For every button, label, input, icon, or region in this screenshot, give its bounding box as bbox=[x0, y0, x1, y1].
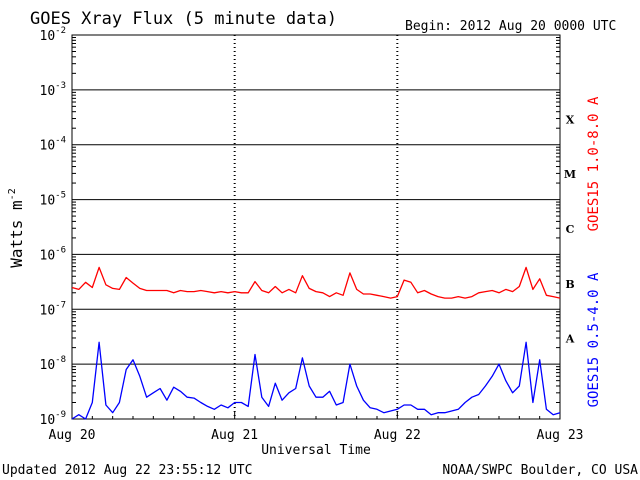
legend: GOES15 1.0-8.0 A GOES15 0.5-4.0 A bbox=[586, 96, 602, 407]
x-axis-label: Universal Time bbox=[261, 443, 371, 458]
y-tick-label: 10-7 bbox=[40, 300, 67, 318]
y-tick-label: 10-3 bbox=[40, 81, 67, 99]
flare-class-label: C bbox=[566, 223, 575, 236]
y-tick-label-base: 10 bbox=[40, 358, 56, 373]
updated-label: Updated 2012 Aug 22 23:55:12 UTC bbox=[2, 463, 252, 478]
x-tick-label: Aug 21 bbox=[211, 428, 258, 443]
x-tick-label: Aug 20 bbox=[49, 428, 96, 443]
credit-label: NOAA/SWPC Boulder, CO USA bbox=[442, 463, 638, 478]
legend-series-short: GOES15 0.5-4.0 A bbox=[586, 272, 602, 407]
series-line-1 bbox=[71, 341, 561, 420]
y-tick-label: 10-9 bbox=[40, 410, 67, 428]
y-tick-label-base: 10 bbox=[40, 413, 56, 428]
y-axis-label-base: Watts m bbox=[7, 200, 26, 267]
x-tick-label: Aug 22 bbox=[374, 428, 421, 443]
y-tick-label-base: 10 bbox=[40, 139, 56, 154]
y-tick-label-exp: -4 bbox=[55, 136, 66, 146]
flare-class-label: A bbox=[565, 333, 575, 346]
legend-series-long: GOES15 1.0-8.0 A bbox=[586, 96, 602, 231]
y-tick-label-base: 10 bbox=[40, 84, 56, 99]
y-tick-label-base: 10 bbox=[40, 29, 56, 44]
y-tick-label: 10-2 bbox=[40, 26, 67, 44]
begin-label: Begin: 2012 Aug 20 0000 UTC bbox=[405, 19, 616, 34]
y-axis-label: Watts m-2 bbox=[7, 188, 26, 267]
y-axis-label-exp: -2 bbox=[7, 188, 18, 200]
x-tick-label: Aug 23 bbox=[537, 428, 584, 443]
y-tick-label: 10-4 bbox=[40, 136, 67, 154]
flare-class-label: M bbox=[564, 168, 576, 181]
y-tick-label-base: 10 bbox=[40, 194, 56, 209]
chart-title: GOES Xray Flux (5 minute data) bbox=[30, 9, 337, 29]
y-tick-label-exp: -8 bbox=[55, 355, 66, 365]
y-tick-label-exp: -6 bbox=[55, 245, 66, 255]
y-tick-label-exp: -7 bbox=[55, 300, 66, 310]
svg-text:Watts m-2: Watts m-2 bbox=[7, 188, 26, 267]
y-tick-label-base: 10 bbox=[40, 303, 56, 318]
y-tick-label-exp: -2 bbox=[55, 26, 66, 36]
flare-class-label: X bbox=[566, 113, 575, 126]
y-tick-label: 10-8 bbox=[40, 355, 67, 373]
series-line-0 bbox=[71, 266, 561, 299]
y-tick-label-exp: -3 bbox=[55, 81, 66, 91]
flare-class-label: B bbox=[565, 278, 574, 291]
plot-frame bbox=[71, 34, 561, 420]
y-tick-label: 10-6 bbox=[40, 245, 67, 263]
y-tick-label-base: 10 bbox=[40, 248, 56, 263]
y-tick-label: 10-5 bbox=[40, 191, 67, 209]
y-tick-label-exp: -5 bbox=[55, 191, 66, 201]
y-tick-label-exp: -9 bbox=[55, 410, 66, 420]
